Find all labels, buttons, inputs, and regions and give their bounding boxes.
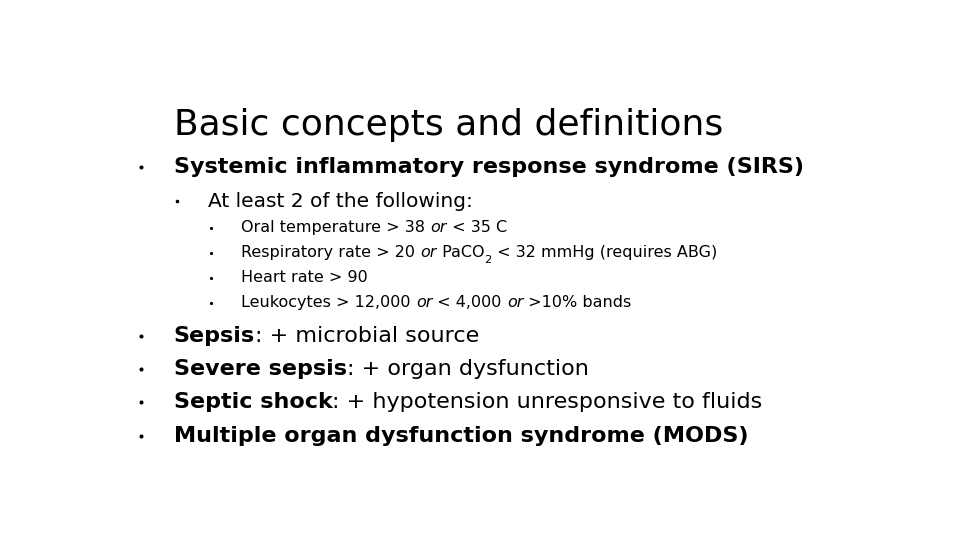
Text: < 35 C: < 35 C — [446, 220, 507, 235]
Text: or: or — [420, 245, 437, 260]
Text: Basic concepts and definitions: Basic concepts and definitions — [174, 109, 723, 143]
Text: Respiratory rate > 20: Respiratory rate > 20 — [241, 245, 420, 260]
Text: or: or — [507, 295, 523, 310]
Text: < 4,000: < 4,000 — [432, 295, 507, 310]
Text: Systemic inflammatory response syndrome (SIRS): Systemic inflammatory response syndrome … — [174, 157, 804, 177]
Text: : + microbial source: : + microbial source — [254, 326, 479, 346]
Text: Oral temperature > 38: Oral temperature > 38 — [241, 220, 430, 235]
Text: < 32 mmHg (requires ABG): < 32 mmHg (requires ABG) — [492, 245, 717, 260]
Text: Leukocytes > 12,000: Leukocytes > 12,000 — [241, 295, 416, 310]
Text: Sepsis: Sepsis — [174, 326, 254, 346]
Text: or: or — [416, 295, 432, 310]
Text: Heart rate > 90: Heart rate > 90 — [241, 270, 368, 285]
Text: Septic shock: Septic shock — [174, 393, 332, 413]
Text: Severe sepsis: Severe sepsis — [174, 359, 347, 379]
Text: Multiple organ dysfunction syndrome (MODS): Multiple organ dysfunction syndrome (MOD… — [174, 426, 748, 446]
Text: PaCO: PaCO — [437, 245, 484, 260]
Text: At least 2 of the following:: At least 2 of the following: — [207, 192, 472, 211]
Text: 2: 2 — [484, 255, 492, 265]
Text: >10% bands: >10% bands — [523, 295, 632, 310]
Text: : + organ dysfunction: : + organ dysfunction — [347, 359, 588, 379]
Text: : + hypotension unresponsive to fluids: : + hypotension unresponsive to fluids — [332, 393, 762, 413]
Text: or: or — [430, 220, 446, 235]
